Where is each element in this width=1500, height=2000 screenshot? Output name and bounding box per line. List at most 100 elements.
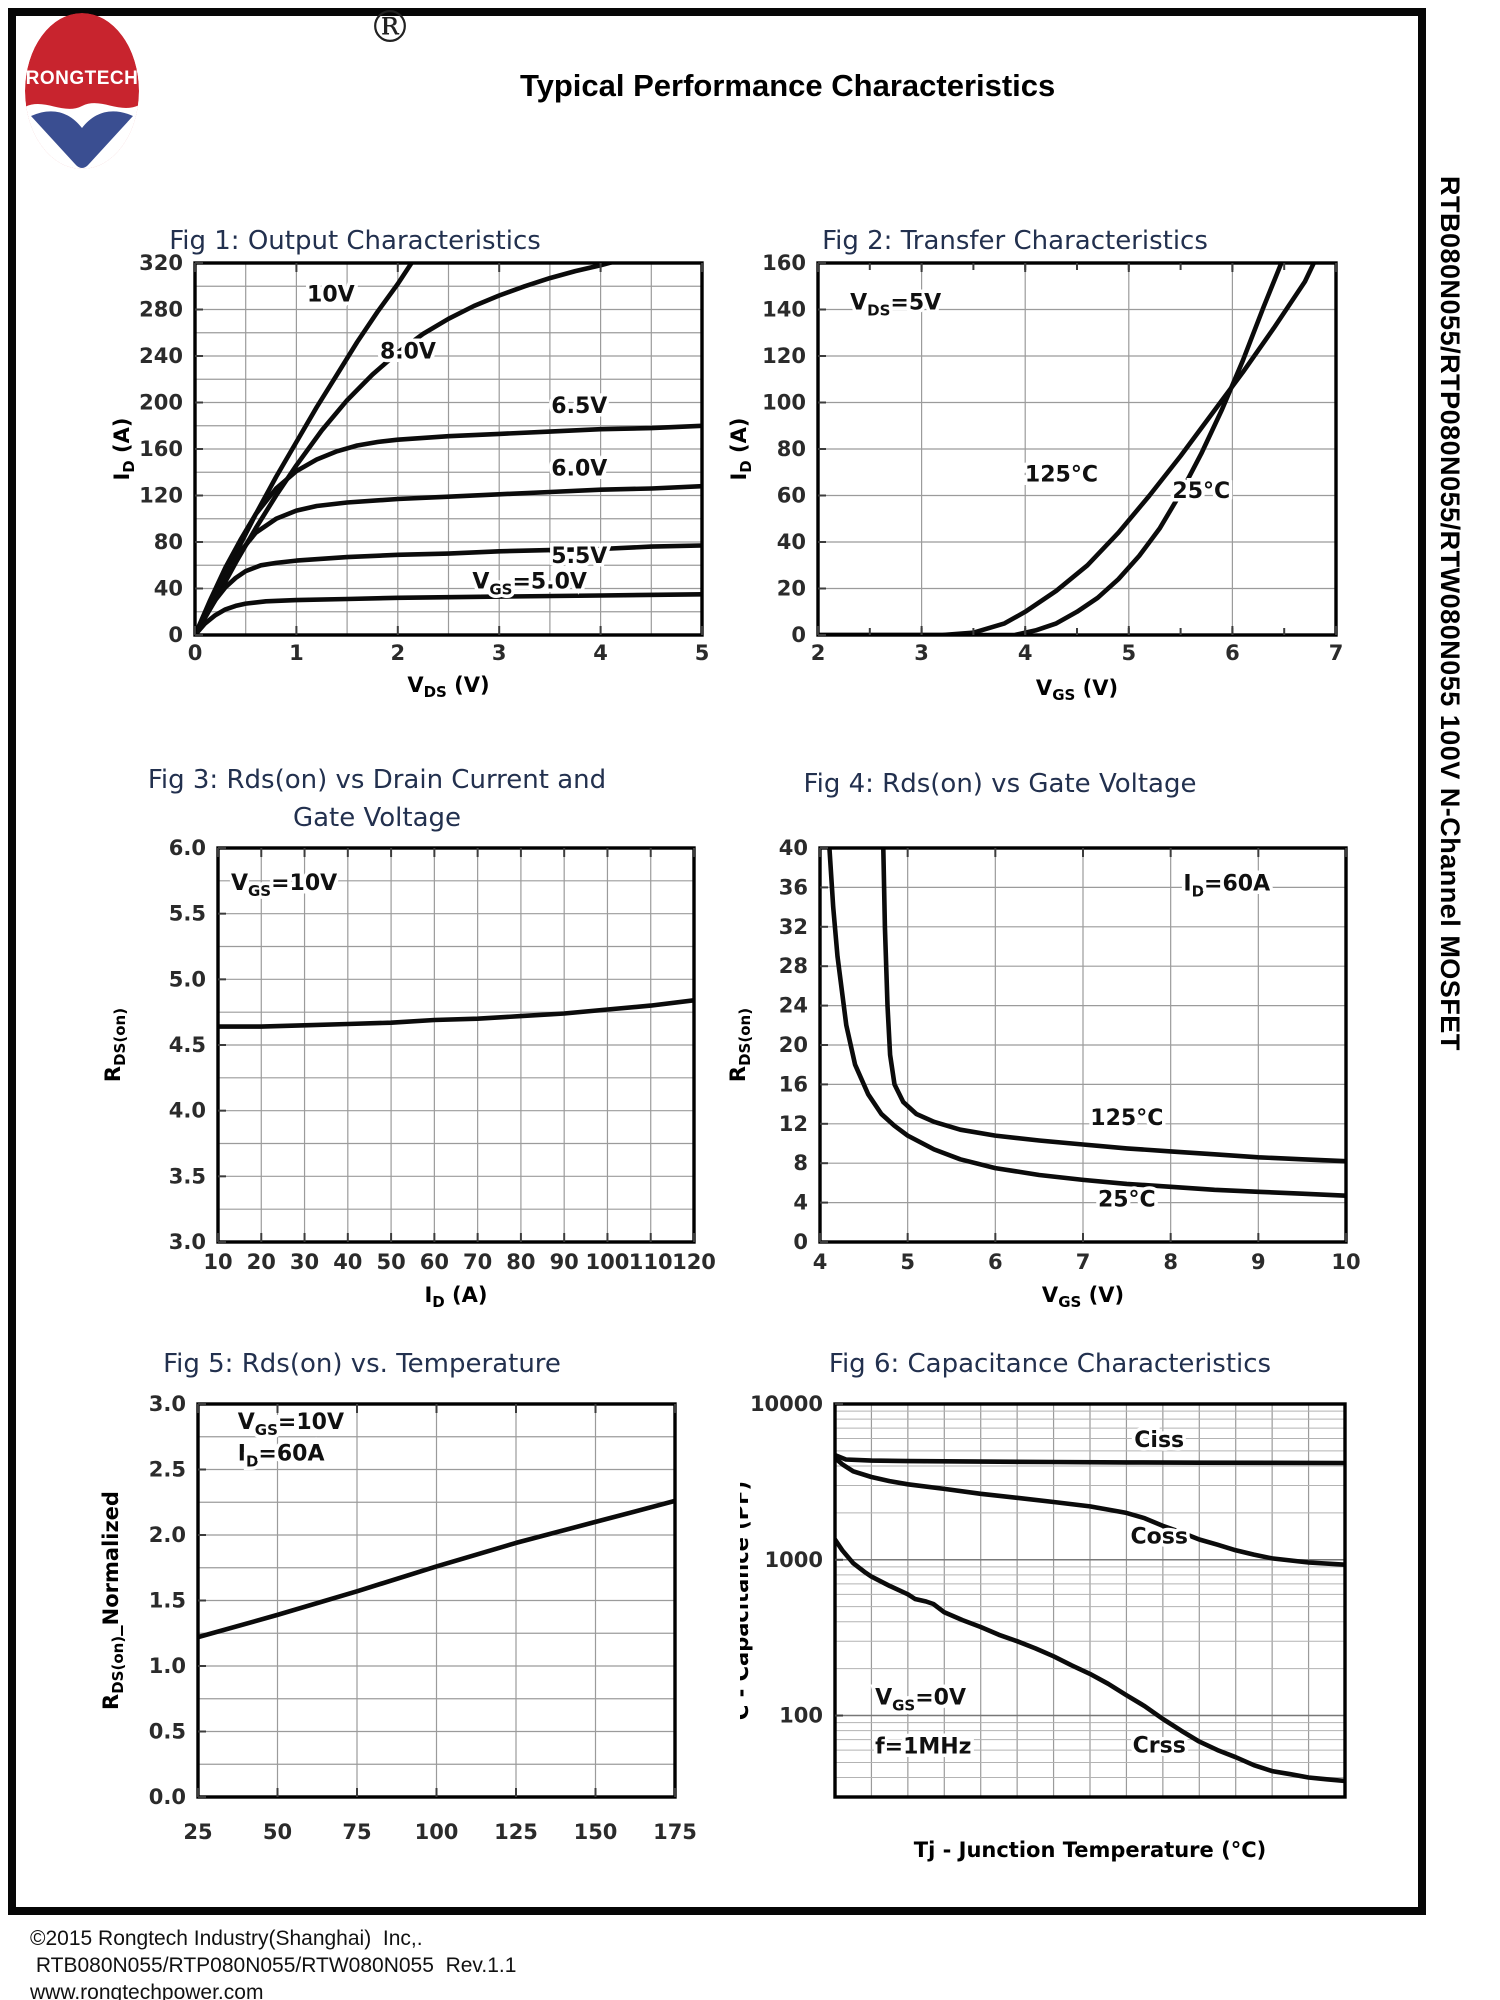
chart-text: 125 <box>494 1820 538 1844</box>
chart-text: 32 <box>779 915 808 939</box>
chart-text: 1000 <box>765 1548 823 1572</box>
chart-text: VGS=10V <box>231 871 337 900</box>
chart-text: 6 <box>1225 641 1240 665</box>
chart-text: 4 <box>1018 641 1033 665</box>
fig6-tick-marks <box>835 1403 843 1717</box>
chart-text: 5.0 <box>169 967 206 991</box>
chart-text: 200 <box>139 391 183 415</box>
chart-text: 40 <box>154 577 183 601</box>
chart-text: Tj - Junction Temperature (°C) <box>914 1838 1266 1862</box>
chart-text: 5.5 <box>169 902 206 926</box>
fig3-series <box>218 998 694 1029</box>
chart-text: 1 <box>289 641 304 665</box>
fig6-grid <box>835 1404 1345 1797</box>
fig5-grid <box>198 1404 675 1797</box>
fig4-curve-125-C <box>880 848 1346 1164</box>
chart-text: 8.0V <box>380 339 436 364</box>
chart-text: 10 <box>1331 1250 1360 1274</box>
chart-text: 70 <box>463 1250 492 1274</box>
chart-text: VDS (V) <box>407 673 489 701</box>
fig3-grid <box>218 848 694 1242</box>
fig4-tick-marks <box>819 847 1347 1243</box>
chart-text: 20 <box>777 577 806 601</box>
chart-text: 2.0 <box>149 1523 186 1547</box>
chart-text: 7 <box>1076 1250 1091 1274</box>
registered-trademark-icon: ® <box>368 2 412 53</box>
chart-text: f=1MHz <box>875 1735 971 1760</box>
fig1-curve-VGS-8.0V <box>195 263 618 635</box>
chart-text: 120 <box>672 1250 716 1274</box>
chart-text: 140 <box>762 298 806 322</box>
chart-text: 8 <box>1163 1250 1178 1274</box>
chart-text: VGS=10V <box>238 1410 344 1439</box>
chart-text: RDS(on) <box>726 1008 754 1082</box>
fig1-labels: 0 1 2 3 4 5 0 40 80 120 160 200 240 280 320 VDS (V) ID (… <box>110 226 709 701</box>
chart-text: 0 <box>188 641 203 665</box>
figure-5-rdson-vs-temperature: 25 50 75 100 125 150 175 0.0 0.5 1.0 1.5 2.0 2.5 3.0 R… <box>40 1345 740 1905</box>
chart-text: 90 <box>550 1250 579 1274</box>
chart-text: Fig 2: Transfer Characteristics <box>822 226 1208 256</box>
figure-4-rdson-vs-gate-voltage: 4 5 6 7 8 9 10 0 4 8 12 16 20 24 28 32 36 40 VGS (V) RDS(on… <box>700 760 1380 1320</box>
chart-text: 16 <box>779 1072 808 1096</box>
chart-text: 25°C <box>1172 479 1230 504</box>
chart-text: 100 <box>779 1704 823 1728</box>
chart-text: 120 <box>139 484 183 508</box>
fig1-curve-VGS-5.0V <box>195 592 702 635</box>
chart-text: 0.0 <box>149 1785 186 1809</box>
rongtech-logo-icon: RONGTECH <box>25 13 139 169</box>
chart-text: 9 <box>1251 1250 1266 1274</box>
chart-text: 125°C <box>1090 1106 1163 1131</box>
chart-text: C - Capacitance (PF) <box>740 1481 753 1720</box>
chart-text: 4.5 <box>169 1033 206 1057</box>
page-title: Typical Performance Characteristics <box>520 68 1056 103</box>
chart-text: 280 <box>139 298 183 322</box>
chart-text: 175 <box>653 1820 697 1844</box>
chart-text: ID=60A <box>238 1441 325 1470</box>
fig1-chart: 0 1 2 3 4 5 0 40 80 120 160 200 240 280 320 VDS (V) ID (… <box>110 226 709 701</box>
fig1-curve-VGS-6.0V <box>195 483 702 635</box>
chart-text: Ciss <box>1134 1428 1184 1453</box>
chart-text: 3.0 <box>169 1230 206 1254</box>
chart-text: 0 <box>168 623 183 647</box>
chart-text: 8 <box>793 1151 808 1175</box>
footer-copyright: ©2015 Rongtech Industry(Shanghai) Inc,. <box>30 1927 423 1950</box>
chart-text: 50 <box>263 1820 292 1844</box>
chart-text: 2 <box>390 641 405 665</box>
chart-text: 160 <box>139 437 183 461</box>
fig6-curve-Ciss <box>835 1452 1345 1466</box>
chart-text: 125°C <box>1025 463 1098 488</box>
part-number-sidebar: RTB080N055/RTP080N055/RTW080N055 100V N-… <box>1435 176 1465 1051</box>
fig2-curve-125-C <box>818 263 1317 635</box>
figure-2-transfer-characteristics: 2 3 4 5 6 7 0 20 40 60 80 100 120 140 160 VGS (V) ID (A)… <box>700 215 1380 715</box>
chart-text: 4 <box>813 1250 828 1274</box>
fig5-labels: 25 50 75 100 125 150 175 0.0 0.5 1.0 1.5 2.0 2.5 3.0 R… <box>99 1349 697 1844</box>
chart-text: 24 <box>779 994 808 1018</box>
chart-text: 4 <box>793 1191 808 1215</box>
chart-text: 80 <box>506 1250 535 1274</box>
chart-text: Fig 4: Rds(on) vs Gate Voltage <box>804 769 1197 799</box>
chart-text: ID=60A <box>1183 871 1270 900</box>
chart-text: 5 <box>695 641 710 665</box>
chart-text: VDS=5V <box>850 291 941 320</box>
chart-text: 80 <box>777 437 806 461</box>
fig2-grid <box>818 263 1336 635</box>
chart-text: Fig 6: Capacitance Characteristics <box>829 1349 1271 1379</box>
fig4-grid <box>820 848 1346 1242</box>
fig2-chart: 2 3 4 5 6 7 0 20 40 60 80 100 120 140 160 VGS (V) ID (A)… <box>727 226 1344 704</box>
chart-text: 1.0 <box>149 1654 186 1678</box>
fig5-curve-normalized-Rds-on- <box>198 1498 675 1640</box>
fig1-series <box>195 263 702 635</box>
fig4-curve-25-C <box>827 848 1346 1198</box>
chart-text: Fig 3: Rds(on) vs Drain Current and <box>148 765 606 795</box>
chart-text: 7 <box>1329 641 1344 665</box>
chart-text: 10V <box>307 282 355 307</box>
fig5-chart: 25 50 75 100 125 150 175 0.0 0.5 1.0 1.5 2.0 2.5 3.0 R… <box>99 1349 697 1844</box>
fig1-curve-VGS-6.5V <box>195 423 702 635</box>
chart-text: RDS(on) <box>101 1008 129 1082</box>
chart-text: 75 <box>342 1820 371 1844</box>
figure-6-capacitance-characteristics: 100 1000 10000 Tj - Junction Temperature (°… <box>729 1345 1400 1905</box>
chart-text: 10 <box>203 1250 232 1274</box>
chart-text: 12 <box>779 1112 808 1136</box>
fig4-series <box>827 848 1346 1198</box>
